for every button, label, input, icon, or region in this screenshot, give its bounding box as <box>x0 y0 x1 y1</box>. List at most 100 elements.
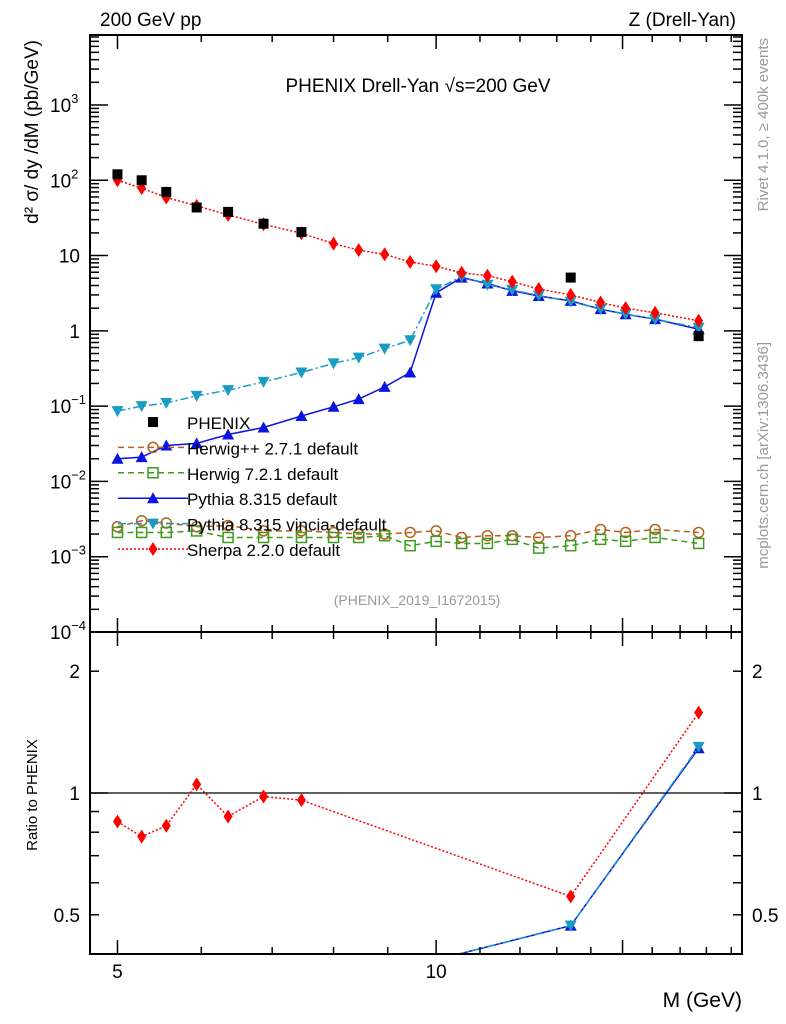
data-point <box>161 818 171 833</box>
data-point <box>160 398 173 410</box>
data-point <box>259 789 269 804</box>
data-point <box>378 529 391 542</box>
data-point <box>190 390 203 402</box>
data-point <box>222 385 235 397</box>
ratio-axis-title: Ratio to PHENIX <box>24 739 41 851</box>
data-point <box>329 236 339 251</box>
main-plot-area <box>111 169 705 554</box>
data-point <box>564 539 577 552</box>
data-point <box>481 529 494 542</box>
header-left: 200 GeV pp <box>100 10 201 31</box>
data-point <box>111 526 124 539</box>
x-axis-title: M (GeV) <box>663 989 742 1012</box>
legend-label: Pythia 8.315 vincia-default <box>187 516 387 535</box>
data-point <box>692 537 705 550</box>
data-point <box>223 809 233 824</box>
data-point <box>596 295 606 310</box>
data-point <box>135 515 148 527</box>
y-tick-label: 102 <box>50 166 78 192</box>
data-point <box>621 301 631 316</box>
data-point <box>135 451 148 463</box>
y-tick-label: 1 <box>69 784 80 805</box>
series-line-herwig-7-2-1-default <box>117 530 699 549</box>
data-point <box>482 268 492 283</box>
data-point <box>481 537 494 550</box>
data-point <box>457 265 467 280</box>
series-line-sherpa-2-2-0-default <box>117 712 700 898</box>
data-point <box>564 920 577 932</box>
data-point <box>222 531 234 544</box>
data-point <box>594 304 607 316</box>
data-point <box>111 452 124 464</box>
header-right: Z (Drell-Yan) <box>629 10 736 31</box>
data-point <box>257 525 270 537</box>
data-point <box>112 169 123 180</box>
y-tick-label: 0.5 <box>54 906 80 927</box>
y-tick-label: 103 <box>50 91 78 117</box>
data-point <box>619 535 632 548</box>
data-point <box>327 531 340 544</box>
data-point <box>223 206 234 217</box>
series-line-pythia-8-315-vincia-default <box>117 275 699 412</box>
data-point <box>161 186 172 197</box>
data-point <box>378 380 391 392</box>
data-point <box>295 367 308 379</box>
data-point <box>694 313 704 328</box>
data-point <box>532 290 545 302</box>
y-axis-title: d² σ/ dy /dM (pb/GeV) <box>22 40 43 224</box>
mcplots-label: mcplots.cern.ch [arXiv:1306.3436] <box>755 342 772 569</box>
data-point <box>650 305 660 320</box>
data-point <box>534 281 544 296</box>
data-point <box>506 284 519 296</box>
y-tick-label-right: 1 <box>752 784 763 805</box>
series-line-herwig-2-7-1-default <box>117 520 699 539</box>
data-point <box>455 531 468 544</box>
y-tick-exponent: 2 <box>71 166 78 181</box>
analysis-annotation: (PHENIX_2019_I1672015) <box>334 592 501 608</box>
data-point <box>564 296 577 308</box>
legend-marker <box>147 467 159 479</box>
y-tick-label: 10 <box>59 247 80 268</box>
data-point <box>431 259 441 274</box>
data-point <box>692 741 705 753</box>
data-point <box>481 279 494 291</box>
data-point <box>296 793 306 808</box>
data-point <box>566 287 576 302</box>
y-tick-exponent: 3 <box>71 91 78 106</box>
data-point <box>404 539 416 552</box>
data-point <box>295 409 308 421</box>
data-point <box>649 523 661 536</box>
data-point <box>692 526 705 539</box>
data-point <box>532 542 545 554</box>
data-point <box>566 889 576 904</box>
data-point <box>354 243 364 258</box>
data-point <box>352 352 365 364</box>
data-point <box>222 428 235 440</box>
data-point <box>693 331 704 342</box>
data-point <box>404 335 417 347</box>
y-tick-exponent: −1 <box>71 392 86 407</box>
data-point <box>327 400 340 412</box>
legend-marker <box>147 441 159 454</box>
legend-label: Herwig++ 2.7.1 default <box>187 439 358 458</box>
data-point <box>137 829 147 844</box>
data-point <box>594 533 607 546</box>
x-tick-label: 10 <box>426 962 447 983</box>
y-tick-label-right: 2 <box>752 662 763 683</box>
data-point <box>190 525 203 537</box>
chart-title: PHENIX Drell-Yan √s=200 GeV <box>285 76 550 97</box>
legend-marker <box>147 518 159 530</box>
data-point <box>192 777 202 792</box>
rivet-label: Rivet 4.1.0, ≥ 400k events <box>755 38 772 211</box>
y-tick-label: 10−3 <box>50 543 86 569</box>
y-tick-label: 2 <box>69 662 80 683</box>
data-point <box>296 227 307 238</box>
data-point <box>404 366 417 378</box>
y-tick-label: 10−1 <box>50 392 86 418</box>
data-point <box>507 274 517 289</box>
y-tick-exponent: −2 <box>71 467 86 482</box>
y-tick-exponent: −3 <box>71 543 86 558</box>
legend-label: Pythia 8.315 default <box>187 490 338 509</box>
data-point <box>692 322 705 334</box>
